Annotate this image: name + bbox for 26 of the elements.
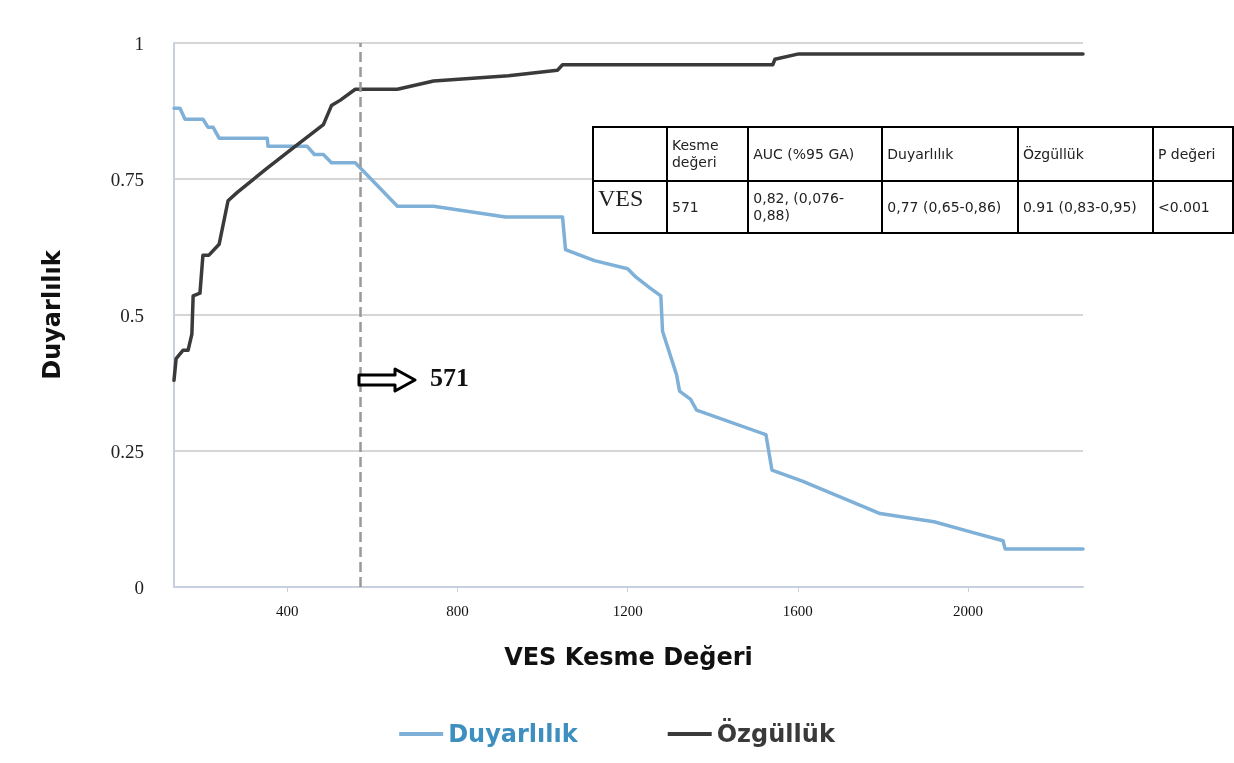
annotation: 0,77 (0,65-0,86) (882, 181, 1018, 233)
y-tick-label: 0.25 (110, 440, 144, 462)
legend-label: Duyarlılık (448, 720, 579, 748)
annotation: Kesme değeri (666, 127, 749, 181)
annotation: AUC (%95 GA) (748, 127, 883, 181)
x-tick-label: 2000 (953, 602, 984, 619)
y-tick-label: 0.5 (120, 304, 144, 326)
ref-line-label: 571 (429, 363, 469, 394)
annotation: Özgüllük (1017, 127, 1153, 181)
annotation: 0,82, (0,076-0,88) (748, 181, 883, 233)
annotation: VES (593, 181, 667, 233)
text: <0.001 (1152, 181, 1233, 233)
y-axis-title: Duyarlılık (38, 249, 66, 380)
annotation: 571 (666, 181, 749, 233)
annotation: Duyarlılık (882, 127, 1018, 181)
x-axis-title: VES Kesme Değeri (504, 643, 753, 671)
x-tick-label: 1600 (782, 602, 813, 619)
y-tick-label: 0.75 (110, 168, 144, 190)
annotation: 0.91 (0,83-0,95) (1017, 181, 1153, 233)
text: P değeri (1152, 127, 1233, 181)
y-tick-label: 0 (134, 576, 144, 598)
x-tick-label: 1200 (612, 602, 643, 619)
x-tick-label: 800 (446, 602, 469, 619)
y-tick-label: 1 (134, 32, 144, 54)
legend-label: Özgüllük (716, 718, 836, 748)
x-tick-label: 400 (275, 602, 299, 619)
